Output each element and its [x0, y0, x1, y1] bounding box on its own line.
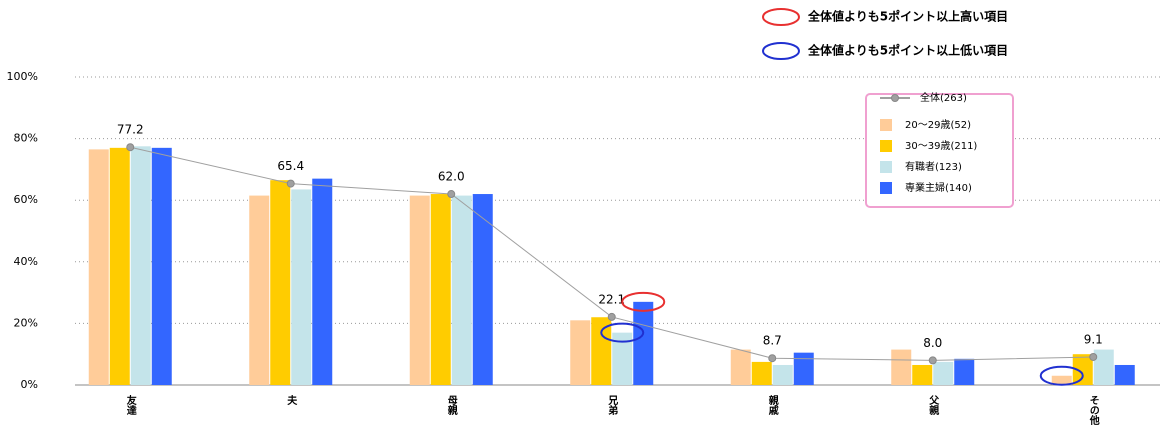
line-marker [286, 179, 295, 188]
bar [633, 301, 654, 385]
x-tick-label: 親戚 [766, 394, 778, 416]
line-marker [928, 356, 937, 365]
bar [1072, 354, 1093, 385]
legend-label: 有職者(123) [905, 160, 962, 173]
legend-label: 専業主婦(140) [905, 181, 972, 194]
bar [793, 352, 814, 385]
x-tick-label: 夫 [285, 394, 298, 406]
x-tick-label: 父親 [927, 395, 940, 416]
x-tick-label: その他 [1087, 395, 1100, 426]
bar [88, 149, 109, 385]
bar [891, 349, 912, 385]
line-marker [447, 190, 456, 199]
bar [912, 364, 933, 385]
legend-swatch [880, 140, 892, 152]
y-tick-label: 80% [14, 132, 38, 145]
bar [570, 320, 591, 385]
high-legend-text: 全体値よりも5ポイント以上高い項目 [807, 9, 1008, 24]
legend-label: 30〜39歳(211) [905, 140, 977, 152]
bar [130, 146, 151, 385]
bar [312, 178, 333, 385]
data-label: 22.1 [598, 292, 625, 306]
bar [1093, 349, 1114, 385]
y-tick-label: 100% [7, 70, 38, 83]
bar [409, 195, 430, 385]
high-legend-mark [762, 8, 800, 26]
legend-swatch [880, 119, 892, 131]
data-label: 62.0 [438, 170, 465, 184]
line-marker [126, 143, 135, 152]
x-tick-label: 母親 [445, 395, 457, 416]
bar [430, 194, 451, 385]
line-marker [1089, 352, 1098, 361]
bar [291, 189, 312, 385]
line-marker [607, 312, 616, 321]
bar [1051, 375, 1072, 385]
legend-box [865, 93, 1014, 208]
bar [612, 332, 633, 385]
line-marker [768, 354, 777, 363]
bar [730, 349, 751, 385]
x-tick-label: 友達 [124, 394, 136, 416]
bar [772, 364, 793, 385]
bar [109, 147, 130, 385]
low-mark [1039, 365, 1084, 386]
low-mark [600, 322, 645, 343]
bar [472, 194, 493, 385]
data-label: 77.2 [117, 123, 144, 137]
y-tick-label: 0% [21, 378, 38, 391]
legend-marker [891, 94, 899, 102]
x-tick-label: 兄弟 [606, 395, 619, 416]
y-tick-label: 20% [14, 316, 38, 329]
low-legend-mark [762, 42, 800, 60]
high-mark [621, 291, 666, 312]
legend-label: 全体(263) [920, 91, 967, 104]
low-legend-text: 全体値よりも5ポイント以上低い項目 [807, 43, 1008, 58]
bar [151, 147, 172, 385]
data-label: 65.4 [277, 159, 304, 173]
bar [591, 317, 612, 385]
bar [1114, 364, 1135, 385]
data-label: 8.7 [763, 334, 782, 348]
y-tick-label: 60% [14, 193, 38, 206]
bar [933, 361, 954, 385]
bar [954, 358, 975, 385]
data-label: 8.0 [923, 336, 942, 350]
data-label: 9.1 [1084, 332, 1103, 346]
bar [451, 195, 472, 385]
legend-label: 20〜29歳(52) [905, 119, 971, 131]
legend-swatch [880, 182, 892, 194]
bar [751, 361, 772, 385]
legend-swatch [880, 161, 892, 173]
y-tick-label: 40% [14, 255, 38, 268]
bar [270, 180, 291, 385]
bar [249, 195, 270, 385]
